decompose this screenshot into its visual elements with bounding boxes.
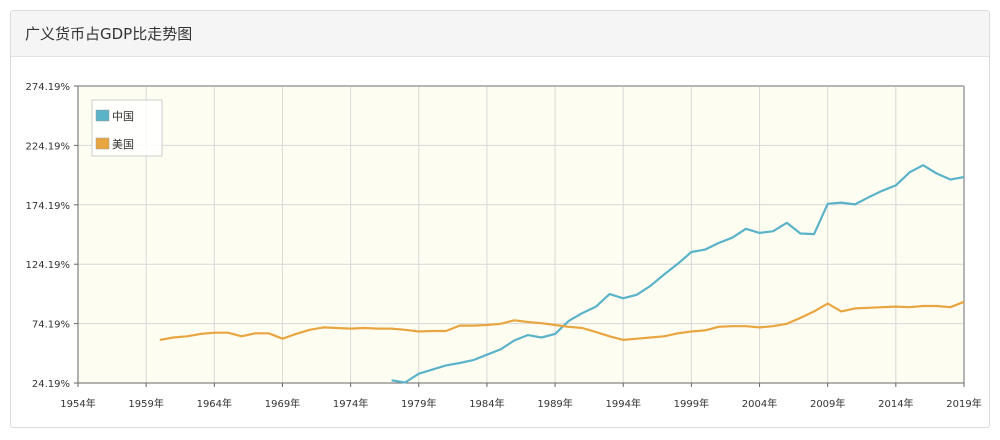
x-tick-label: 1979年 [401,397,436,410]
legend-label-china: 中国 [112,110,134,123]
y-tick-label: 224.19% [26,141,71,152]
x-tick-label: 1964年 [197,397,232,410]
panel-title: 广义货币占GDP比走势图 [25,25,193,43]
x-tick-label: 1989年 [537,397,572,410]
y-tick-label: 124.19% [26,260,71,271]
x-tick-label: 1994年 [606,397,641,410]
series-line-china [391,164,965,384]
x-tick-label: 1954年 [60,397,95,410]
x-tick-label: 1984年 [469,397,504,410]
x-tick-label: 1999年 [674,397,709,410]
legend-swatch-china [95,109,110,122]
x-tick-label: 2009年 [810,397,845,410]
x-tick-label: 2014年 [878,397,913,410]
x-tick-label: 2019年 [946,397,981,410]
y-tick-label: 174.19% [26,201,71,212]
legend-label-usa: 美国 [112,138,134,151]
x-tick-label: 2004年 [742,397,777,410]
x-tick-label: 1959年 [128,397,163,410]
panel-header: 广义货币占GDP比走势图 [11,11,989,57]
y-tick-label: 24.19% [32,379,70,390]
series-line-usa [159,300,965,341]
y-tick-label: 274.19% [26,82,71,93]
y-tick-label: 74.19% [32,320,70,331]
x-tick-label: 1974年 [333,397,368,410]
x-tick-label: 1969年 [265,397,300,410]
legend-swatch-usa [95,137,110,150]
